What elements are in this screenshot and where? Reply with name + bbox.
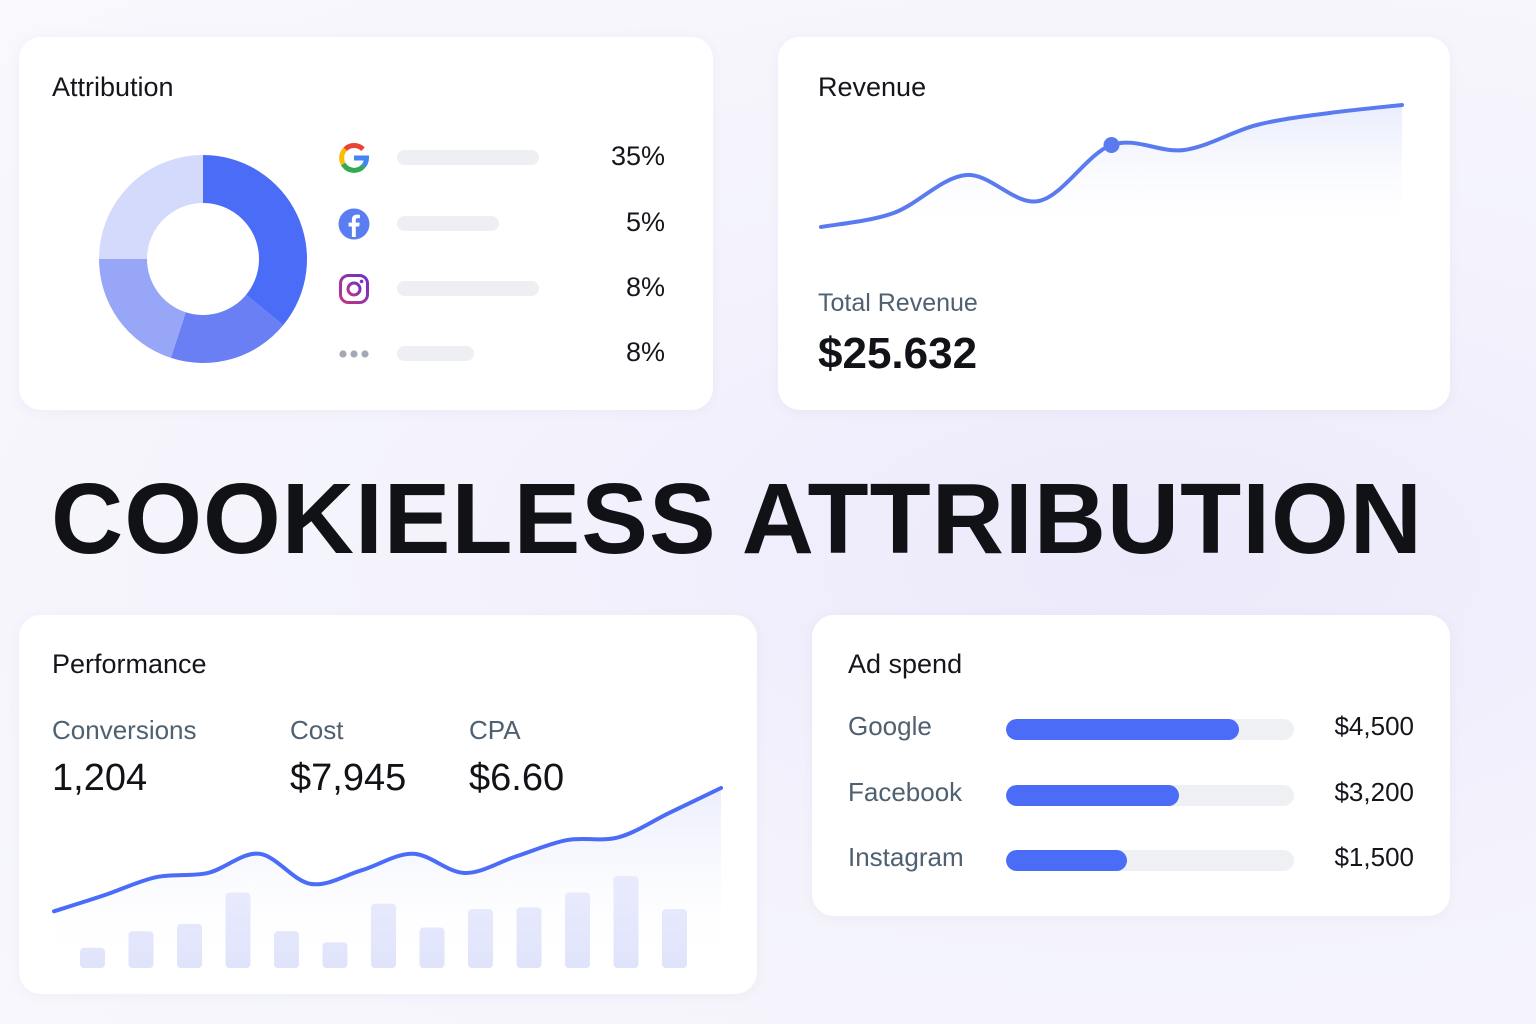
performance-title: Performance (52, 649, 207, 679)
ad-spend-row-instagram: Instagram $1,500 (848, 840, 1414, 880)
donut-slice-instagram (99, 259, 186, 358)
attribution-bar-instagram (397, 281, 539, 296)
attribution-donut-chart (99, 155, 308, 363)
google-icon (339, 143, 370, 173)
attribution-bar-google (397, 150, 539, 165)
ad-spend-name-facebook: Facebook (848, 777, 963, 807)
cost-label: Cost (290, 715, 344, 745)
facebook-icon (338, 208, 370, 240)
attribution-bar-other (397, 346, 474, 361)
cost-value: $7,945 (290, 757, 407, 799)
attribution-row-other: 8% (337, 333, 667, 373)
attribution-pct-google: 35% (610, 141, 665, 171)
donut-slice-facebook (170, 294, 284, 363)
ad-spend-name-instagram: Instagram (848, 842, 964, 872)
ad-spend-amount-facebook: $3,200 (1334, 777, 1414, 807)
attribution-pct-facebook: 5% (625, 207, 665, 237)
ad-spend-track-facebook (1006, 785, 1294, 806)
ad-spend-row-google: Google $4,500 (848, 709, 1414, 749)
ad-spend-bar-instagram (1006, 850, 1127, 871)
cpa-value: $6.60 (469, 757, 565, 799)
cpa-label: CPA (469, 715, 521, 745)
total-revenue-label: Total Revenue (818, 289, 978, 317)
performance-card: Performance Conversions 1,204 Cost $7,94… (19, 615, 757, 994)
revenue-trend-chart (819, 103, 1404, 237)
ad-spend-amount-google: $4,500 (1334, 711, 1414, 741)
donut-slice-other (99, 155, 203, 259)
ad-spend-title: Ad spend (848, 649, 963, 679)
revenue-title: Revenue (818, 72, 927, 102)
attribution-row-google: 35% (337, 137, 667, 177)
conversions-label: Conversions (52, 715, 197, 745)
revenue-card: Revenue Total Revenue $25.632 (778, 37, 1450, 410)
ad-spend-bar-facebook (1006, 785, 1179, 806)
ad-spend-row-facebook: Facebook $3,200 (848, 775, 1414, 815)
total-revenue-value: $25.632 (818, 329, 978, 378)
ad-spend-card: Ad spend Google $4,500 Facebook $3,200 I… (812, 615, 1450, 916)
revenue-trend-area (821, 105, 1402, 237)
headline: COOKIELESS ATTRIBUTION (51, 463, 1423, 575)
ad-spend-amount-instagram: $1,500 (1334, 842, 1414, 872)
attribution-pct-instagram: 8% (625, 272, 665, 302)
attribution-title: Attribution (52, 72, 174, 102)
ad-spend-name-google: Google (848, 711, 932, 741)
revenue-trend-marker (1103, 137, 1120, 153)
attribution-bar-facebook (397, 216, 499, 231)
attribution-row-facebook: 5% (337, 203, 667, 243)
ad-spend-track-google (1006, 719, 1294, 740)
ad-spend-bar-google (1006, 719, 1240, 740)
performance-line (52, 786, 723, 914)
conversions-value: 1,204 (52, 757, 148, 799)
attribution-card: Attribution 35% 5% (19, 37, 713, 410)
performance-chart (52, 786, 723, 971)
instagram-icon (339, 274, 369, 304)
attribution-row-instagram: 8% (337, 268, 667, 308)
performance-line-area (54, 788, 721, 971)
donut-slice-google (203, 155, 308, 326)
ad-spend-track-instagram (1006, 850, 1294, 871)
attribution-pct-other: 8% (625, 337, 665, 367)
more-dots-icon (339, 350, 369, 358)
